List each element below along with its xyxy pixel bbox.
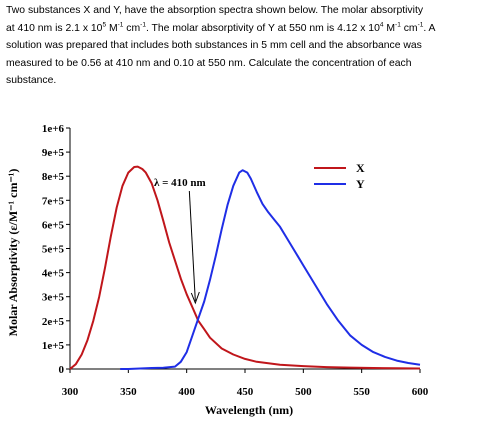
chart-annotation: λ = 410 nm <box>154 177 206 305</box>
problem-text-segment: at 410 nm is 2.1 x 10 <box>6 22 103 34</box>
series-line-y <box>120 169 421 370</box>
x-axis-title: Wavelength (nm) <box>205 403 293 417</box>
problem-text-segment: . A <box>423 22 436 34</box>
legend-label-y: Y <box>356 177 365 191</box>
problem-statement: Two substances X and Y, have the absorpt… <box>6 2 500 90</box>
y-tick-label: 2e+5 <box>42 316 65 328</box>
problem-text-segment: . The molar absorptivity of Y at 550 nm … <box>145 22 380 34</box>
problem-text-segment: M <box>383 22 396 34</box>
superscript: 4 <box>379 21 384 29</box>
x-tick-label: 550 <box>353 386 370 398</box>
problem-text-segment: cm <box>123 22 141 34</box>
x-tick-label: 450 <box>237 386 254 398</box>
y-tick-label: 7e+5 <box>42 195 65 207</box>
superscript: -1 <box>395 21 401 29</box>
chart-legend: XY <box>314 161 365 191</box>
problem-line-1: Two substances X and Y, have the absorpt… <box>6 5 424 16</box>
y-tick-label: 6e+5 <box>42 219 65 231</box>
problem-line-2: at 410 nm is 2.1 x 105 M-1 cm-1. The mol… <box>6 20 500 38</box>
x-tick-label: 600 <box>412 386 429 398</box>
y-tick-label: 8e+5 <box>42 171 65 183</box>
problem-line-3: solution was prepared that includes both… <box>6 40 422 52</box>
y-tick-label: 3e+5 <box>42 292 65 304</box>
x-tick-label: 400 <box>178 386 195 398</box>
legend-label-x: X <box>356 161 365 175</box>
annotation-arrow-head <box>190 291 200 305</box>
y-tick-label: 5e+5 <box>42 244 65 256</box>
y-tick-label: 1e+5 <box>42 340 65 352</box>
series-line-x <box>69 165 421 370</box>
superscript: 5 <box>102 21 107 29</box>
chart-curves <box>69 165 421 370</box>
y-tick-label: 1e+6 <box>42 123 65 135</box>
x-tick-label: 500 <box>295 386 312 398</box>
y-tick-label: 4e+5 <box>42 268 65 280</box>
problem-line-4: measured to be 0.56 at 410 nm and 0.10 a… <box>6 57 412 69</box>
annotation-label: λ = 410 nm <box>154 177 206 189</box>
superscript: -1 <box>417 21 424 29</box>
chart-axes <box>69 128 420 370</box>
y-tick-label: 0 <box>59 364 65 376</box>
annotation-arrow-line <box>188 190 196 302</box>
x-tick-label: 350 <box>120 386 137 398</box>
superscript: -1 <box>140 21 146 29</box>
superscript: -1 <box>117 21 124 29</box>
y-tick-label: 9e+5 <box>42 147 65 159</box>
problem-line-5: substance. <box>6 75 57 87</box>
y-axis-title: Molar Absorptivity (ε/M⁻¹ cm⁻¹) <box>6 169 20 337</box>
x-tick-label: 300 <box>62 386 79 398</box>
chart-ticks: 0 1e+5 2e+5 3e+5 4e+5 5e+5 6e+5 7e+5 8e+5 9e+5 1e+… <box>42 123 429 398</box>
problem-text-segment: cm <box>400 22 418 34</box>
problem-text-segment: M <box>106 22 118 34</box>
